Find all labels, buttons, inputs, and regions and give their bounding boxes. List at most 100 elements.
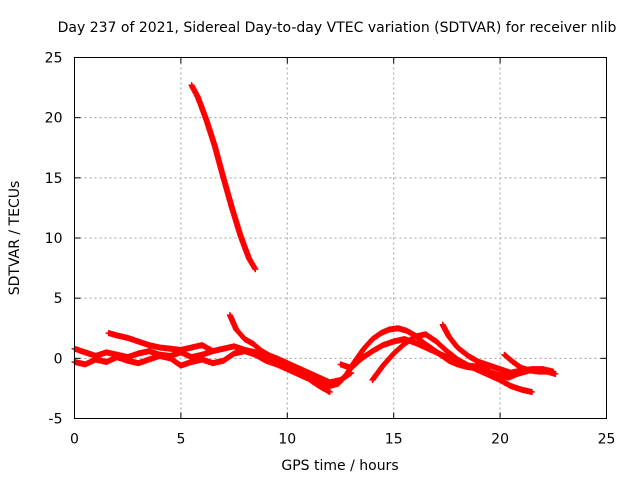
data-point [273, 361, 280, 368]
data-point [199, 356, 206, 363]
data-point [422, 344, 429, 351]
data-point [386, 326, 393, 333]
data-point-run [212, 144, 227, 180]
data-point [465, 352, 472, 359]
data-point [220, 345, 227, 352]
data-point [292, 366, 299, 373]
y-tick-label: 25 [45, 51, 63, 67]
data-point [486, 372, 493, 379]
data-point [401, 340, 408, 347]
data-point [443, 348, 450, 355]
data-point [114, 332, 121, 339]
y-tick-label: 10 [45, 231, 63, 247]
data-point [124, 357, 131, 364]
data-point [145, 356, 152, 363]
data-point [199, 342, 206, 349]
data-point [526, 367, 533, 374]
data-point [309, 375, 316, 382]
data-point [497, 376, 504, 383]
data-point [252, 351, 259, 358]
y-tick-label: 20 [45, 111, 63, 127]
data-point [209, 348, 216, 355]
data-point [380, 362, 387, 369]
data-point [177, 362, 184, 369]
data-point [518, 364, 525, 371]
data-point [343, 370, 350, 377]
y-tick-label: 15 [45, 171, 63, 187]
data-point [188, 358, 195, 365]
x-tick-label: 0 [70, 432, 79, 448]
data-point [369, 336, 376, 343]
x-tick-label: 20 [491, 432, 509, 448]
data-point [335, 380, 342, 387]
data-point [241, 336, 248, 343]
data-point [252, 266, 259, 273]
x-tick-label: 15 [385, 432, 403, 448]
data-point [135, 350, 142, 357]
data-point [194, 94, 201, 101]
data-point [114, 354, 121, 361]
data-point [241, 348, 248, 355]
data-point [203, 117, 210, 124]
data-point [258, 348, 265, 355]
data-point [369, 376, 376, 383]
data-point [443, 354, 450, 361]
data-point [394, 325, 401, 332]
data-point [518, 386, 525, 393]
data-point [156, 344, 163, 351]
grid [74, 57, 607, 419]
data-point [326, 383, 333, 390]
data-point [284, 361, 291, 368]
data-point [475, 358, 482, 365]
data-point [390, 338, 397, 345]
data-point [377, 330, 384, 337]
data-point [454, 344, 461, 351]
data-point [433, 338, 440, 345]
data-point [275, 356, 282, 363]
data-point [267, 352, 274, 359]
data-point [188, 82, 195, 89]
data-point [433, 349, 440, 356]
x-tick-label: 25 [598, 432, 616, 448]
data-point [250, 340, 257, 347]
data-point [411, 339, 418, 346]
x-tick-label: 10 [278, 432, 296, 448]
x-axis-label: GPS time / hours [281, 458, 398, 474]
data-point [486, 362, 493, 369]
data-point [145, 342, 152, 349]
series-track-c [106, 330, 216, 354]
y-tick-label: 0 [54, 351, 63, 367]
data-point [507, 383, 514, 390]
data-point [507, 369, 514, 376]
data-point [167, 345, 174, 352]
data-point [535, 368, 542, 375]
data-point [369, 348, 376, 355]
data-point [360, 345, 367, 352]
data-point [135, 338, 142, 345]
data-point [226, 312, 233, 319]
data-point [326, 389, 333, 396]
data-point [358, 355, 365, 362]
data-point [103, 349, 110, 356]
data-point [135, 360, 142, 367]
x-tick-label: 5 [176, 432, 185, 448]
data-point [231, 343, 238, 350]
data-point [103, 358, 110, 365]
data-point [543, 368, 550, 375]
data-point [156, 352, 163, 359]
data-point [263, 357, 270, 364]
data-point [439, 321, 446, 328]
data-point [231, 350, 238, 357]
data-point [177, 346, 184, 353]
data-point [505, 374, 512, 381]
data-point [228, 204, 235, 211]
data-points [71, 82, 559, 396]
data-point [497, 366, 504, 373]
data-point [220, 174, 227, 181]
data-point [167, 355, 174, 362]
data-point [380, 342, 387, 349]
data-point [465, 362, 472, 369]
data-point [301, 370, 308, 377]
data-point [348, 364, 355, 371]
data-point [105, 330, 112, 337]
